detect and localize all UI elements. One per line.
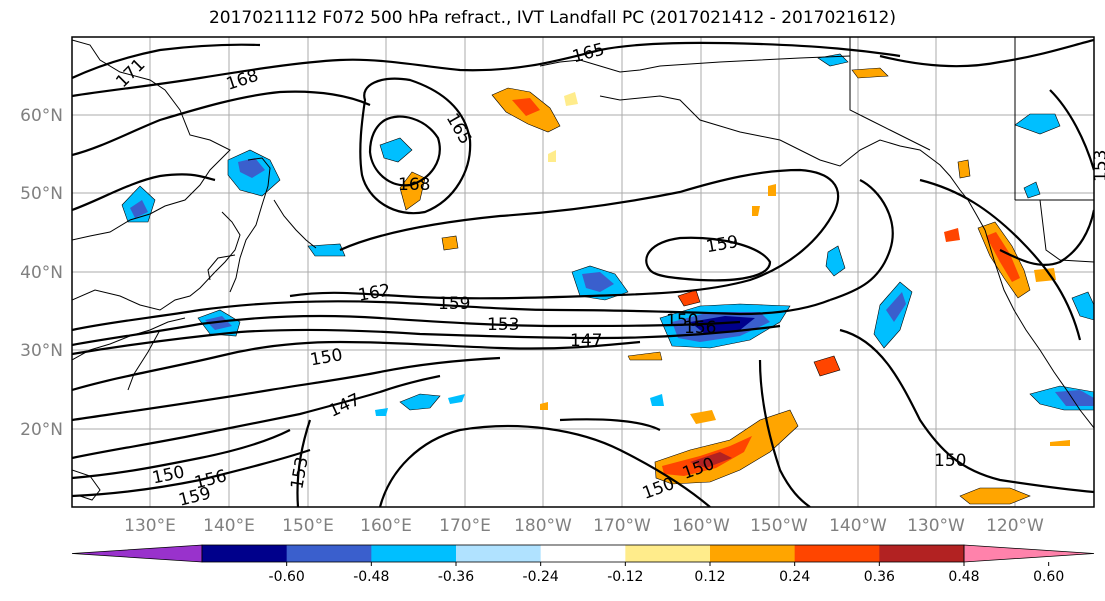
colorbar-extend-low [71,544,203,563]
latitude-label: 50°N [20,184,63,204]
colorbar-tick-label: -0.60 [269,569,305,585]
contour-label: 159 [438,294,470,314]
colorbar-segment [286,545,372,562]
latitude-label: 40°N [20,263,63,283]
colorbar-segment [540,545,626,562]
colorbar-tick-label: -0.24 [523,569,559,585]
longitude-label: 140°E [203,516,255,536]
longitude-label: 130°W [907,516,965,536]
latitude-label: 20°N [20,420,63,440]
longitude-labels: 130°E 140°E 150°E 160°E 170°E 180°W 170°… [124,516,1044,536]
longitude-label: 160°W [672,516,730,536]
contour-label: 156 [684,318,716,338]
colorbar-segment [879,545,965,562]
colorbar-tick-label: 0.48 [948,569,979,585]
colorbar-tick-label: 0.60 [1033,569,1064,585]
longitude-label: 150°E [282,516,334,536]
contour-label: 153 [1091,150,1105,182]
colorbar-segment [202,545,288,562]
colorbar-tick-label: -0.36 [438,569,474,585]
colorbar-ticks: -0.60 -0.48 -0.36 -0.24 -0.12 0.12 0.24 0.36 0.4… [269,562,1064,585]
latitude-labels: 60°N 50°N 40°N 30°N 20°N [20,106,63,440]
refractivity-contours [72,38,1094,507]
colorbar-segment [456,545,542,562]
longitude-label: 140°W [829,516,887,536]
chart-title: 2017021112 F072 500 hPa refract., IVT La… [208,8,896,28]
colorbar-tick-label: -0.12 [607,569,643,585]
longitude-label: 170°W [593,516,651,536]
map-panel [71,36,1095,508]
contour-label: 168 [398,175,430,195]
colorbar-segment [625,545,711,562]
colorbar-segment [371,545,457,562]
colorbar-tick-label: 0.12 [694,569,725,585]
colorbar-segments [71,544,1095,563]
contour-label: 153 [487,315,519,335]
longitude-label: 170°E [439,516,491,536]
colorbar-extend-high [963,544,1095,563]
colorbar-segment [794,545,880,562]
longitude-label: 160°E [360,516,412,536]
colorbar: -0.60 -0.48 -0.36 -0.24 -0.12 0.12 0.24 0.36 0.4… [71,544,1095,585]
colorbar-tick-label: -0.48 [353,569,389,585]
latitude-label: 60°N [20,106,63,126]
longitude-label: 150°W [750,516,808,536]
latitude-label: 30°N [20,341,63,361]
longitude-label: 120°W [986,516,1044,536]
longitude-label: 180°W [514,516,572,536]
colorbar-tick-label: 0.36 [864,569,895,585]
contour-label: 150 [666,311,698,331]
contour-label: 150 [934,451,966,471]
colorbar-segment [710,545,796,562]
contour-label: 147 [570,331,602,351]
map-frame [71,36,1095,508]
longitude-label: 130°E [124,516,176,536]
colorbar-frame [201,544,965,563]
colorbar-tick-label: 0.24 [779,569,810,585]
